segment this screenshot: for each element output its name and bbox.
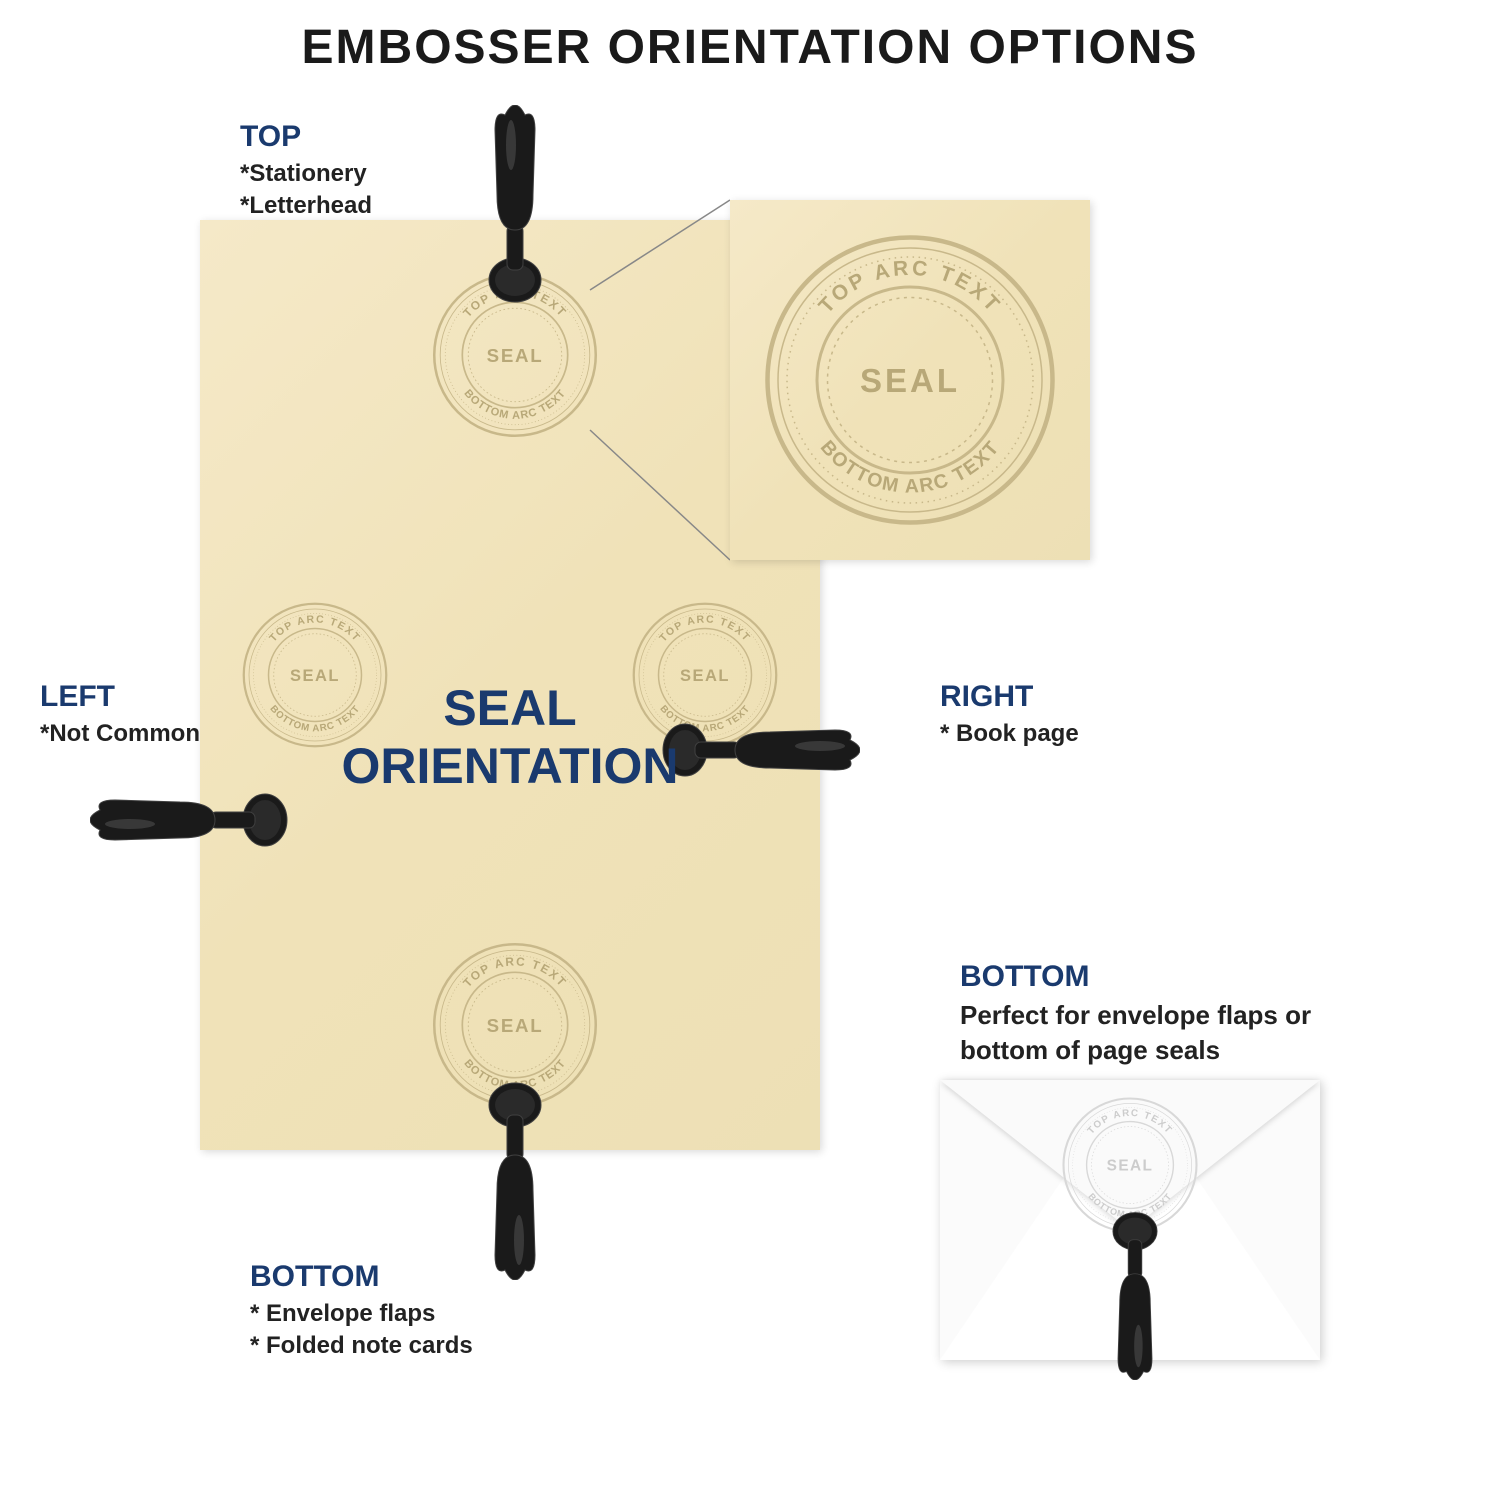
embosser-envelope — [1110, 1210, 1161, 1380]
embosser-bottom — [485, 1080, 545, 1280]
seal-zoom — [760, 230, 1060, 530]
center-line1: SEAL — [443, 680, 576, 736]
label-right: RIGHT — [940, 680, 1033, 714]
label-bottom: BOTTOM — [250, 1260, 379, 1294]
label-top: TOP — [240, 120, 301, 154]
notes-top-1: *Stationery — [240, 158, 367, 190]
embosser-top — [485, 105, 545, 305]
embosser-left — [90, 790, 290, 850]
notes-bottom-1: * Envelope flaps — [250, 1298, 435, 1330]
notes-bottom-2: * Folded note cards — [250, 1330, 473, 1362]
label-left: LEFT — [40, 680, 115, 714]
notes-right-1: * Book page — [940, 718, 1079, 750]
page-title: EMBOSSER ORIENTATION OPTIONS — [0, 20, 1500, 75]
center-line2: ORIENTATION — [341, 738, 678, 794]
notes-left-1: *Not Common — [40, 718, 200, 750]
label-bottom-detail: BOTTOM — [960, 960, 1089, 994]
notes-top-2: *Letterhead — [240, 190, 372, 222]
center-text: SEAL ORIENTATION — [280, 680, 740, 795]
notes-bottom-detail: Perfect for envelope flaps or bottom of … — [960, 998, 1340, 1068]
